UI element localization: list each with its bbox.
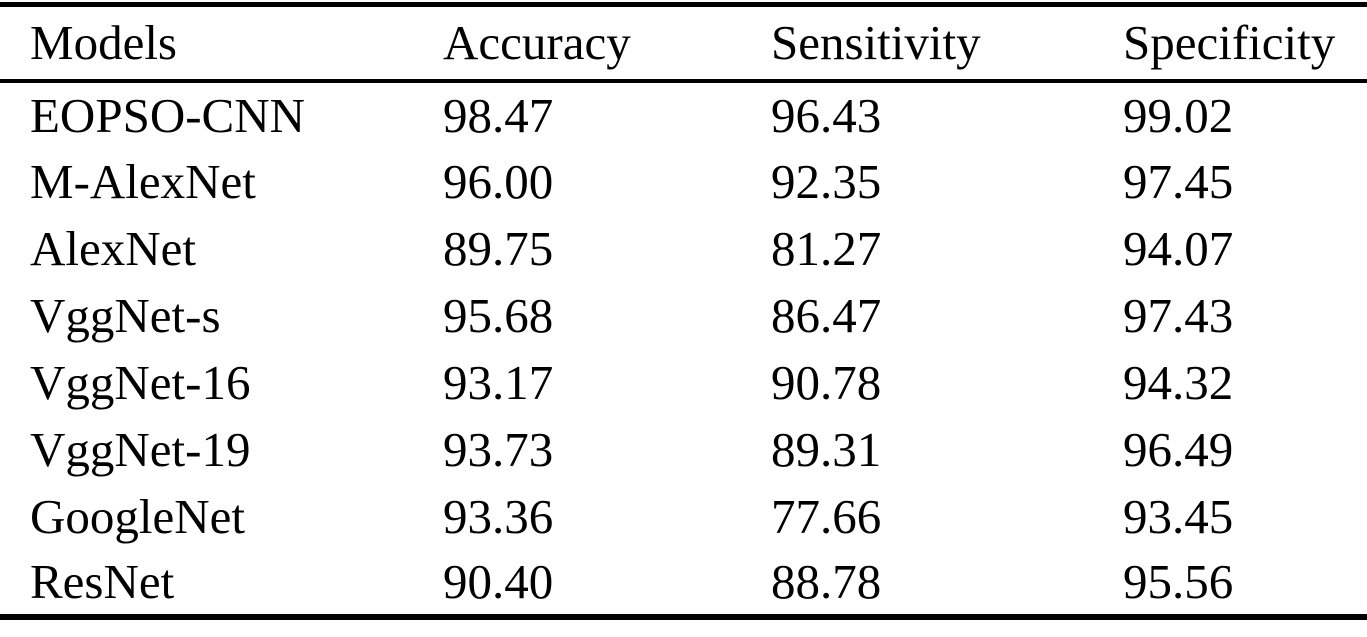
header-cell-specificity: Specificity: [1093, 4, 1367, 83]
cell-model: GoogleNet: [30, 488, 245, 544]
cell-model: VggNet-19: [30, 421, 251, 477]
cell-sensitivity: 81.27: [771, 220, 882, 276]
cell-model: VggNet-s: [30, 287, 221, 343]
table-row: GoogleNet 93.36 77.66 93.45: [0, 483, 1367, 550]
cell-model: M-AlexNet: [30, 153, 256, 209]
cell-accuracy: 89.75: [443, 220, 554, 276]
cell-accuracy: 93.73: [443, 421, 554, 477]
cell-accuracy: 98.47: [443, 87, 554, 143]
table-row: AlexNet 89.75 81.27 94.07: [0, 215, 1367, 282]
header-cell-accuracy: Accuracy: [413, 4, 741, 83]
cell-sensitivity: 88.78: [771, 554, 882, 609]
table-row: ResNet 90.40 88.78 95.56: [0, 550, 1367, 617]
cell-specificity: 95.56: [1123, 554, 1234, 609]
cell-sensitivity: 92.35: [771, 153, 882, 209]
cell-accuracy: 90.40: [443, 554, 554, 609]
cell-specificity: 93.45: [1123, 488, 1234, 544]
header-cell-sensitivity: Sensitivity: [741, 4, 1093, 83]
model-comparison-table: Models Accuracy Sensitivity Specificity …: [0, 2, 1367, 620]
table-row: M-AlexNet 96.00 92.35 97.45: [0, 148, 1367, 215]
cell-accuracy: 95.68: [443, 287, 554, 343]
cell-model: EOPSO-CNN: [30, 87, 305, 143]
cell-model: AlexNet: [30, 220, 196, 276]
table-row: VggNet-s 95.68 86.47 97.43: [0, 282, 1367, 349]
table-header: Models Accuracy Sensitivity Specificity: [0, 4, 1367, 83]
cell-sensitivity: 96.43: [771, 87, 882, 143]
cell-accuracy: 93.17: [443, 354, 554, 410]
cell-sensitivity: 89.31: [771, 421, 882, 477]
table-row: EOPSO-CNN 98.47 96.43 99.02: [0, 81, 1367, 148]
table-body: EOPSO-CNN 98.47 96.43 99.02 M-AlexNet 96…: [0, 81, 1367, 617]
cell-sensitivity: 86.47: [771, 287, 882, 343]
header-row: Models Accuracy Sensitivity Specificity: [0, 4, 1367, 83]
cell-model: VggNet-16: [30, 354, 251, 410]
table-row: VggNet-16 93.17 90.78 94.32: [0, 349, 1367, 416]
cell-specificity: 97.45: [1123, 153, 1234, 209]
cell-specificity: 97.43: [1123, 287, 1234, 343]
table-row: VggNet-19 93.73 89.31 96.49: [0, 416, 1367, 483]
cell-sensitivity: 77.66: [771, 488, 882, 544]
cell-specificity: 94.07: [1123, 220, 1234, 276]
cell-model: ResNet: [30, 554, 175, 609]
cell-sensitivity: 90.78: [771, 354, 882, 410]
cell-specificity: 96.49: [1123, 421, 1234, 477]
cell-specificity: 99.02: [1123, 87, 1234, 143]
cell-accuracy: 96.00: [443, 153, 554, 209]
header-cell-models: Models: [0, 4, 413, 83]
cell-accuracy: 93.36: [443, 488, 554, 544]
cell-specificity: 94.32: [1123, 354, 1234, 410]
